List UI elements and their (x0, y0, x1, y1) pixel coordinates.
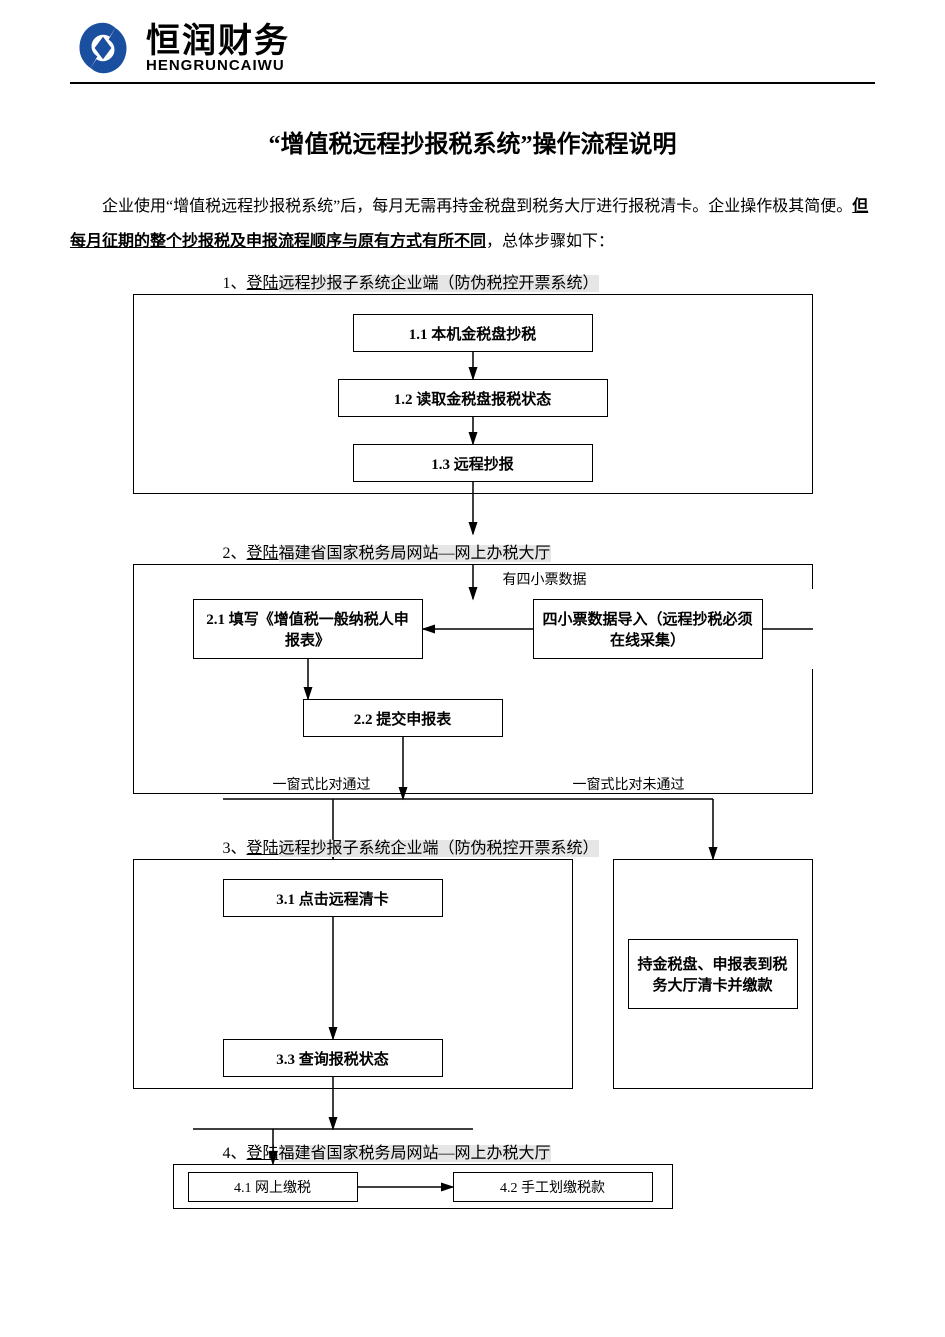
flow-node: 4.2 手工划缴税款 (453, 1172, 653, 1202)
edge-label: 一窗式比对未通过 (573, 774, 685, 794)
edge-label: 有四小票数据 (503, 569, 587, 589)
intro-prefix: 企业使用“增值税远程抄报税系统”后，每月无需再持金税盘到税务大厅进行报税清卡。企… (102, 198, 852, 215)
flow-node: 1.1 本机金税盘抄税 (353, 314, 593, 352)
flow-node: 1.2 读取金税盘报税状态 (338, 379, 608, 417)
flowchart-canvas: 1、登陆远程抄报子系统企业端（防伪税控开票系统） 2、登陆福建省国家税务局网站—网… (73, 269, 873, 1229)
section-title: 3、登陆远程抄报子系统企业端（防伪税控开票系统） (223, 834, 599, 858)
edge-label: 一窗式比对通过 (273, 774, 371, 794)
flow-node: 持金税盘、申报表到税务大厅清卡并缴款 (628, 939, 798, 1009)
flow-node: 3.3 查询报税状态 (223, 1039, 443, 1077)
section-title: 1、登陆远程抄报子系统企业端（防伪税控开票系统） (223, 269, 599, 293)
flow-node: 3.1 点击远程清卡 (223, 879, 443, 917)
flow-node: 1.3 远程抄报 (353, 444, 593, 482)
flow-node: 4.1 网上缴税 (188, 1172, 358, 1202)
logo-icon (70, 20, 136, 76)
intro-suffix: ，总体步骤如下： (486, 233, 614, 250)
flow-node: 2.2 提交申报表 (303, 699, 503, 737)
intro-paragraph: 企业使用“增值税远程抄报税系统”后，每月无需再持金税盘到税务大厅进行报税清卡。企… (70, 189, 875, 259)
page-header: 恒润财务 HENGRUNCAIWU (70, 20, 875, 84)
brand-name-en: HENGRUNCAIWU (146, 58, 290, 73)
brand-block: 恒润财务 HENGRUNCAIWU (146, 24, 290, 73)
flow-node: 2.1 填写《增值税一般纳税人申报表》 (193, 599, 423, 659)
flow-node: 四小票数据导入（远程抄税必须在线采集） (533, 599, 763, 659)
section-title: 2、登陆福建省国家税务局网站—网上办税大厅 (223, 539, 551, 563)
brand-name-cn: 恒润财务 (146, 24, 290, 58)
document-title: “增值税远程抄报税系统”操作流程说明 (70, 124, 875, 159)
section-title: 4、登陆福建省国家税务局网站—网上办税大厅 (223, 1139, 551, 1163)
